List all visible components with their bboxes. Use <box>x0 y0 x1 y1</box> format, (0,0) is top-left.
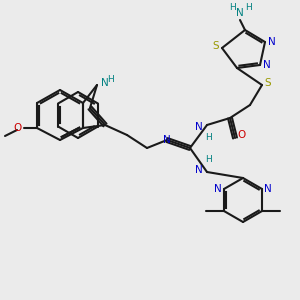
Text: H: H <box>206 155 212 164</box>
Text: N: N <box>195 165 203 175</box>
Text: H: H <box>206 133 212 142</box>
Text: S: S <box>212 41 219 51</box>
Text: N: N <box>264 184 272 194</box>
Text: N: N <box>268 37 276 47</box>
Text: N: N <box>236 8 244 18</box>
Text: N: N <box>263 60 271 70</box>
Text: H: H <box>245 3 252 12</box>
Text: H: H <box>107 74 114 83</box>
Text: N: N <box>214 184 222 194</box>
Text: N: N <box>101 78 109 88</box>
Text: N: N <box>163 135 171 145</box>
Text: O: O <box>14 123 22 133</box>
Text: N: N <box>195 122 203 132</box>
Text: H: H <box>229 3 236 12</box>
Text: O: O <box>237 130 245 140</box>
Text: S: S <box>264 78 271 88</box>
